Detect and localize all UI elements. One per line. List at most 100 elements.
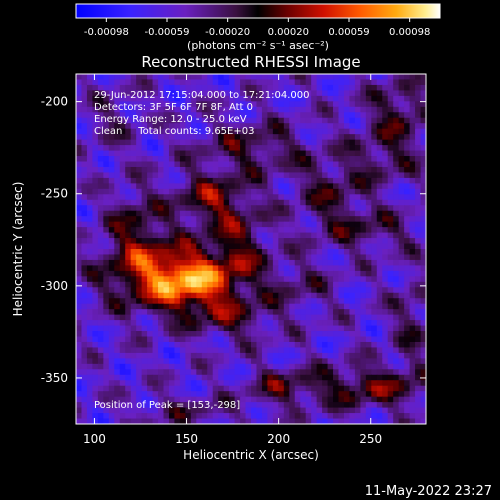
heatmap-cell <box>114 331 121 338</box>
heatmap-cell <box>409 347 416 354</box>
heatmap-cell <box>97 145 104 152</box>
heatmap-cell <box>152 331 159 338</box>
heatmap-cell <box>316 363 323 370</box>
heatmap-cell <box>81 166 88 174</box>
heatmap-cell <box>185 303 192 310</box>
heatmap-cell <box>316 150 323 157</box>
heatmap-cell <box>409 183 416 190</box>
heatmap-cell <box>190 402 197 409</box>
heatmap-cell <box>168 95 176 102</box>
heatmap-cell <box>185 177 192 184</box>
heatmap-cell <box>158 292 165 299</box>
heatmap-cell <box>81 161 88 168</box>
heatmap-cell <box>393 199 400 206</box>
heatmap-cell <box>354 303 361 310</box>
heatmap-cell <box>272 265 279 272</box>
heatmap-cell <box>371 161 378 168</box>
heatmap-cell <box>409 117 416 124</box>
heatmap-cell <box>81 128 88 135</box>
heatmap-cell <box>251 205 258 212</box>
heatmap-cell <box>179 309 186 316</box>
heatmap-cell <box>125 385 132 392</box>
heatmap-cell <box>251 221 258 228</box>
heatmap-cell <box>86 298 94 305</box>
heatmap-cell <box>114 79 121 86</box>
heatmap-cell <box>185 309 192 316</box>
heatmap-cell <box>81 101 88 108</box>
heatmap-cell <box>261 341 269 349</box>
heatmap-cell <box>327 402 334 409</box>
heatmap-cell <box>338 374 345 381</box>
heatmap-cell <box>152 194 159 201</box>
heatmap-cell <box>218 177 225 184</box>
heatmap-cell <box>409 210 416 217</box>
heatmap-cell <box>322 145 329 152</box>
heatmap-cell <box>267 292 274 299</box>
heatmap-cell <box>234 156 241 163</box>
heatmap-cell <box>185 194 192 201</box>
heatmap-cell <box>86 90 94 97</box>
heatmap-cell <box>420 183 426 190</box>
heatmap-cell <box>81 79 88 86</box>
heatmap-cell <box>125 172 132 179</box>
colorbar-ticks: -0.00098 -0.00059 -0.00020 0.00020 0.00059 0.… <box>84 18 430 38</box>
heatmap-cell <box>333 270 340 277</box>
heatmap-cell <box>371 331 378 338</box>
heatmap-cell <box>125 374 132 381</box>
heatmap-cell <box>256 161 263 168</box>
heatmap-cell <box>294 314 301 321</box>
heatmap-cell <box>125 145 132 152</box>
heatmap-cell <box>354 309 361 316</box>
heatmap-cell <box>81 325 88 332</box>
heatmap-cell <box>108 314 115 321</box>
heatmap-cell <box>420 347 426 354</box>
heatmap-cell <box>76 95 83 102</box>
heatmap-cell <box>119 292 126 299</box>
heatmap-cell <box>185 101 192 108</box>
heatmap-cell <box>251 249 258 256</box>
heatmap-cell <box>207 117 214 124</box>
heatmap-cell <box>327 188 334 195</box>
heatmap-cell <box>393 402 400 409</box>
heatmap-cell <box>152 112 159 119</box>
heatmap-cell <box>179 369 186 376</box>
heatmap-cell <box>185 238 192 245</box>
heatmap-cell <box>125 407 132 414</box>
heatmap-cell <box>415 161 422 168</box>
heatmap-cell <box>278 270 285 277</box>
heatmap-cell <box>338 74 345 81</box>
heatmap-cell <box>289 259 296 267</box>
heatmap-cell <box>245 216 252 223</box>
heatmap-cell <box>229 325 236 332</box>
heatmap-cell <box>223 396 230 403</box>
heatmap-cell <box>333 156 340 163</box>
heatmap-cell <box>218 369 225 376</box>
heatmap-cell <box>371 232 378 239</box>
heatmap-cell <box>163 166 170 174</box>
heatmap-cell <box>415 374 422 381</box>
heatmap-cell <box>322 369 329 376</box>
heatmap-cell <box>136 243 143 250</box>
heatmap-cell <box>371 254 378 261</box>
heatmap-cell <box>240 298 247 305</box>
heatmap-cell <box>409 352 416 359</box>
heatmap-cell <box>289 156 296 163</box>
heatmap-cell <box>81 221 88 228</box>
heatmap-cell <box>338 177 345 184</box>
heatmap-cell <box>212 128 219 135</box>
heatmap-cell <box>393 117 400 124</box>
heatmap-cell <box>251 325 258 332</box>
heatmap-cell <box>393 128 400 135</box>
heatmap-cell <box>229 276 236 283</box>
heatmap-cell <box>376 145 383 152</box>
heatmap-cell <box>179 101 186 108</box>
heatmap-cell <box>251 210 258 217</box>
heatmap-cell <box>256 249 263 256</box>
heatmap-cell <box>196 128 203 135</box>
heatmap-cell <box>179 238 186 245</box>
heatmap-cell <box>343 177 351 184</box>
heatmap-cell <box>305 221 312 228</box>
heatmap-cell <box>185 254 192 261</box>
heatmap-cell <box>179 331 186 338</box>
heatmap-cell <box>168 309 176 316</box>
